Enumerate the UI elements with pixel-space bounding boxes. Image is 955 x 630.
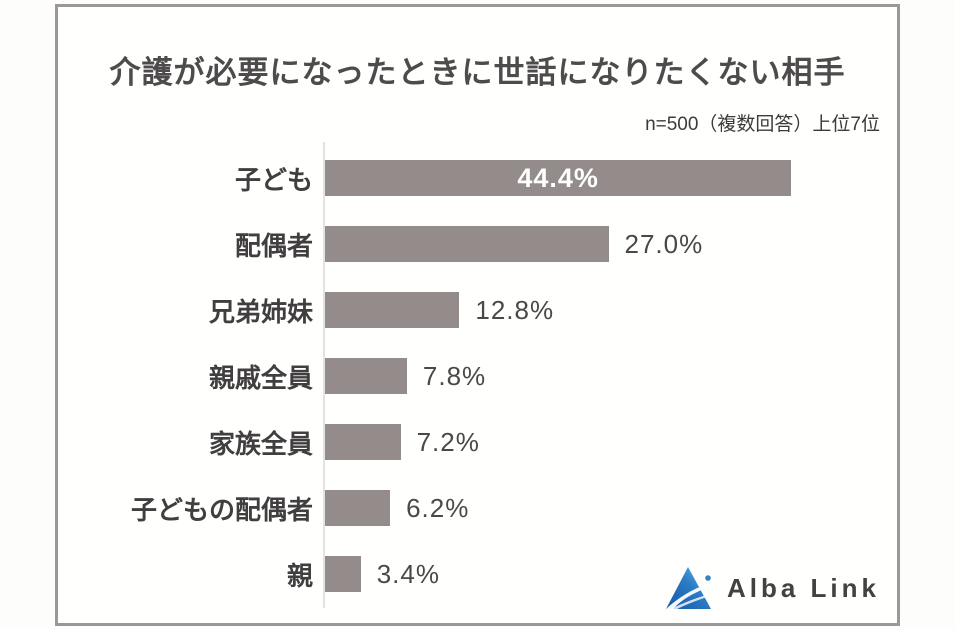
category-label: 親戚全員 [208,362,313,393]
category-label: 子ども [234,164,313,195]
bar-area: 27.0% [325,226,897,262]
bar-area: 7.2% [325,424,897,460]
bar [325,490,391,526]
value-label: 6.2% [406,492,470,523]
alba-link-wordmark: Alba Link [726,573,880,603]
chart-title: 介護が必要になったときに世話になりたくない相手 [109,55,846,90]
bar-area: 12.8% [325,292,897,328]
chart-card: 介護が必要になったときに世話になりたくない相手 n=500（複数回答）上位7位 … [55,4,900,626]
bar-row: 親 3.4% [58,541,897,607]
bar-row: 配偶者 27.0% [58,211,897,277]
bar [325,556,361,592]
bar-row: 兄弟姉妹 12.8% [58,277,897,343]
y-axis-line [323,142,325,608]
bar-area: 3.4% [325,556,897,592]
bar-area: 44.4% [325,160,897,196]
bar-row: 親戚全員 7.8% [58,343,897,409]
category-label: 家族全員 [208,428,313,459]
sample-size-note: n=500（複数回答）上位7位 [645,114,880,135]
bar-row: 子どもの配偶者 6.2% [58,475,897,541]
chart: 子ども 44.4% 配偶者 27.0% 兄弟姉妹 12.8% 親戚全員 7.8% 家族全員 7.2… [58,142,897,608]
category-label: 兄弟姉妹 [208,296,313,327]
bar-area: 7.8% [325,358,897,394]
value-label: 12.8% [475,294,555,325]
bar-row: 子ども 44.4% [58,145,897,211]
value-label: 44.4% [517,162,599,193]
value-label: 27.0% [624,228,704,259]
bar [325,292,460,328]
bar-row: 家族全員 7.2% [58,409,897,475]
value-label: 7.2% [416,426,480,457]
bar: 44.4% [325,160,792,196]
bar-area: 6.2% [325,490,897,526]
bar [325,226,609,262]
category-label: 子どもの配偶者 [130,494,313,525]
category-label: 親 [286,560,313,591]
category-label: 配偶者 [234,230,313,261]
alba-link-logo: Alba Link [665,566,880,611]
bar [325,358,407,394]
alba-link-triangle-icon [665,567,711,609]
bar [325,424,401,460]
value-label: 7.8% [422,360,487,391]
value-label: 3.4% [376,558,440,589]
